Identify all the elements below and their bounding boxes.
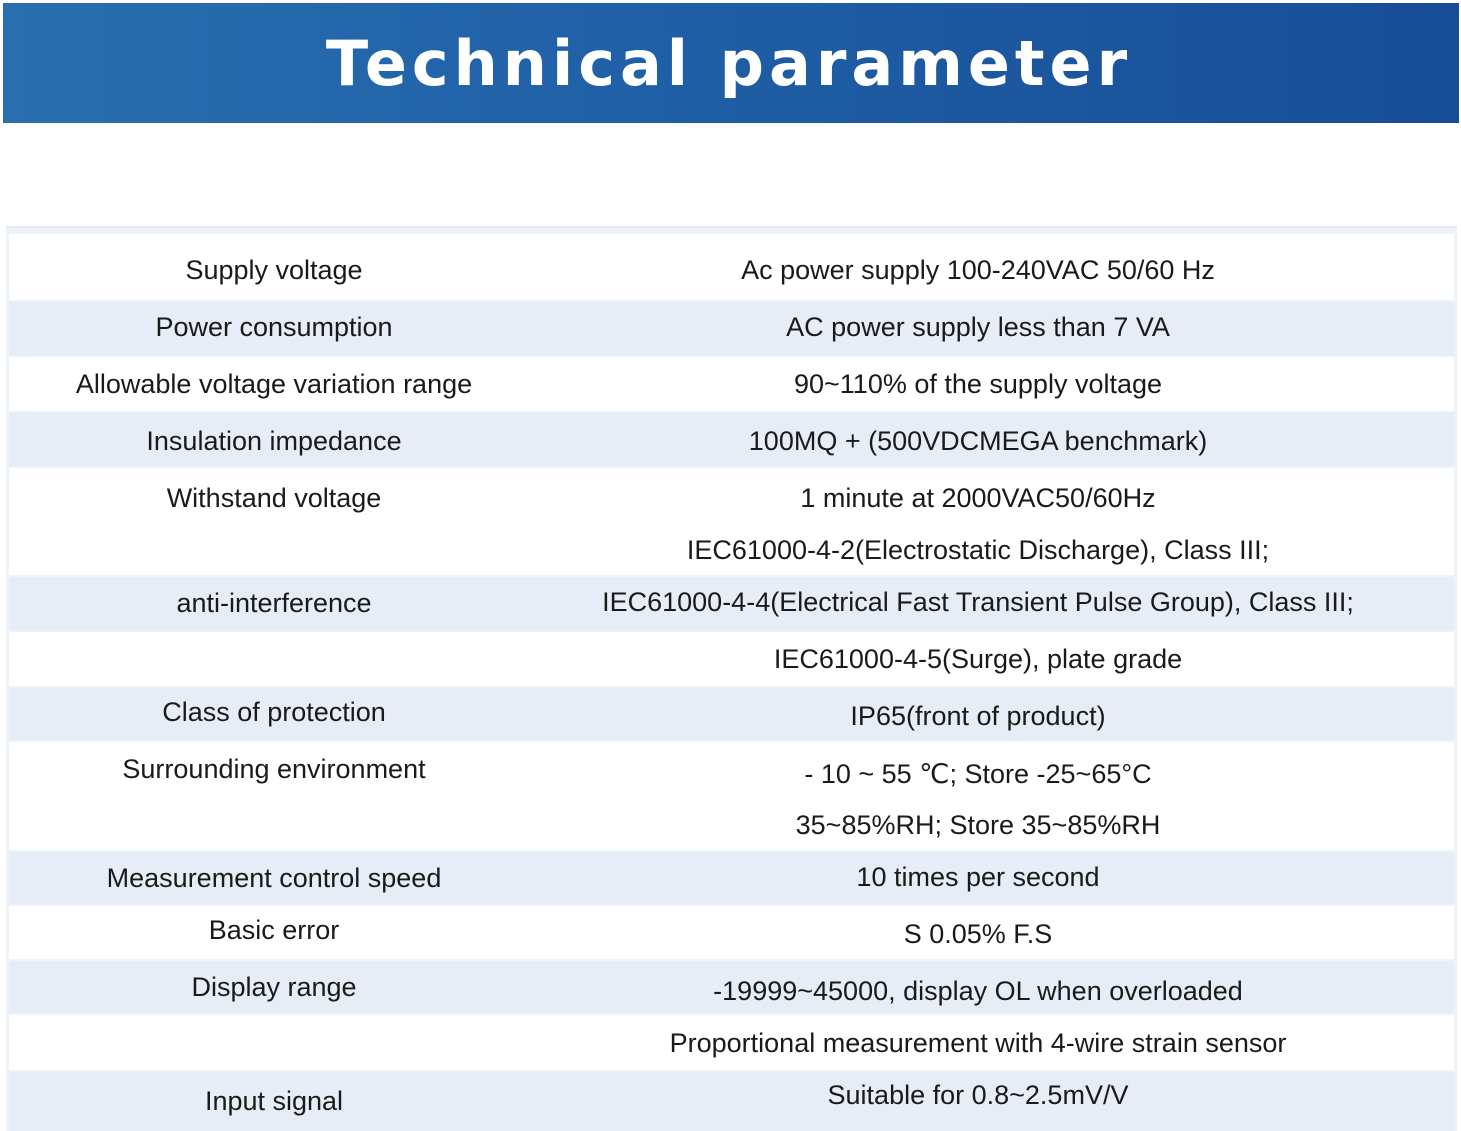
table-row-band [9,413,1454,466]
table-row-band [9,468,1454,575]
value-input-signal-line-1: Proportional measurement with 4-wire str… [669,1028,1287,1058]
value-surrounding-environment-line-1: - 10 ~ 55 ℃; Store -25~65°C [804,759,1152,789]
table-row-band [9,906,1454,959]
value-withstand-voltage: 1 minute at 2000VAC50/60Hz [800,483,1156,513]
param-basic-error: Basic error [208,915,340,945]
parameter-table: Supply voltage Power consumption Allowab… [6,226,1457,1131]
param-class-of-protection: Class of protection [162,697,386,727]
param-surrounding-environment: Surrounding environment [122,754,426,784]
table-row-band [9,742,1454,850]
table-row-band [9,961,1454,1013]
value-display-range: -19999~45000, display OL when overloaded [713,976,1243,1006]
value-anti-interference-line-3: IEC61000-4-5(Surge), plate grade [773,644,1183,674]
table-row-band [9,1072,1454,1131]
table-row-band [9,357,1454,411]
value-measurement-speed: 10 times per second [856,862,1100,892]
table-row-band [9,688,1454,740]
table-row-band [9,1015,1454,1070]
param-display-range: Display range [191,972,357,1002]
table-row-band [9,632,1454,686]
value-supply-voltage: Ac power supply 100-240VAC 50/60 Hz [741,255,1215,285]
page-title: Technical parameter [325,26,1133,100]
param-measurement-speed: Measurement control speed [106,863,442,893]
value-anti-interference-line-2: IEC61000-4-4(Electrical Fast Transient P… [602,587,1354,617]
param-withstand-voltage: Withstand voltage [166,483,382,513]
table-row-band [9,577,1454,630]
value-anti-interference-line-1: IEC61000-4-2(Electrostatic Discharge), C… [686,535,1270,565]
value-insulation-impedance: 100MQ + (500VDCMEGA benchmark) [748,426,1208,456]
value-power-consumption: AC power supply less than 7 VA [786,312,1170,342]
header-banner: Technical parameter [3,3,1459,123]
param-insulation-impedance: Insulation impedance [146,426,402,456]
param-voltage-variation: Allowable voltage variation range [75,369,473,399]
table-row-band [9,852,1454,904]
value-basic-error: S 0.05% F.S [903,919,1053,949]
table-row-band [9,234,1454,300]
value-surrounding-environment-line-2: 35~85%RH; Store 35~85%RH [795,810,1161,840]
param-anti-interference: anti-interference [176,588,372,618]
value-input-signal-line-2: Suitable for 0.8~2.5mV/V [827,1080,1129,1110]
value-voltage-variation: 90~110% of the supply voltage [793,369,1163,399]
param-power-consumption: Power consumption [155,312,393,342]
value-class-of-protection: IP65(front of product) [850,701,1106,731]
table-row-band [9,302,1454,355]
param-input-signal: Input signal [204,1086,344,1116]
param-supply-voltage: Supply voltage [185,255,363,285]
